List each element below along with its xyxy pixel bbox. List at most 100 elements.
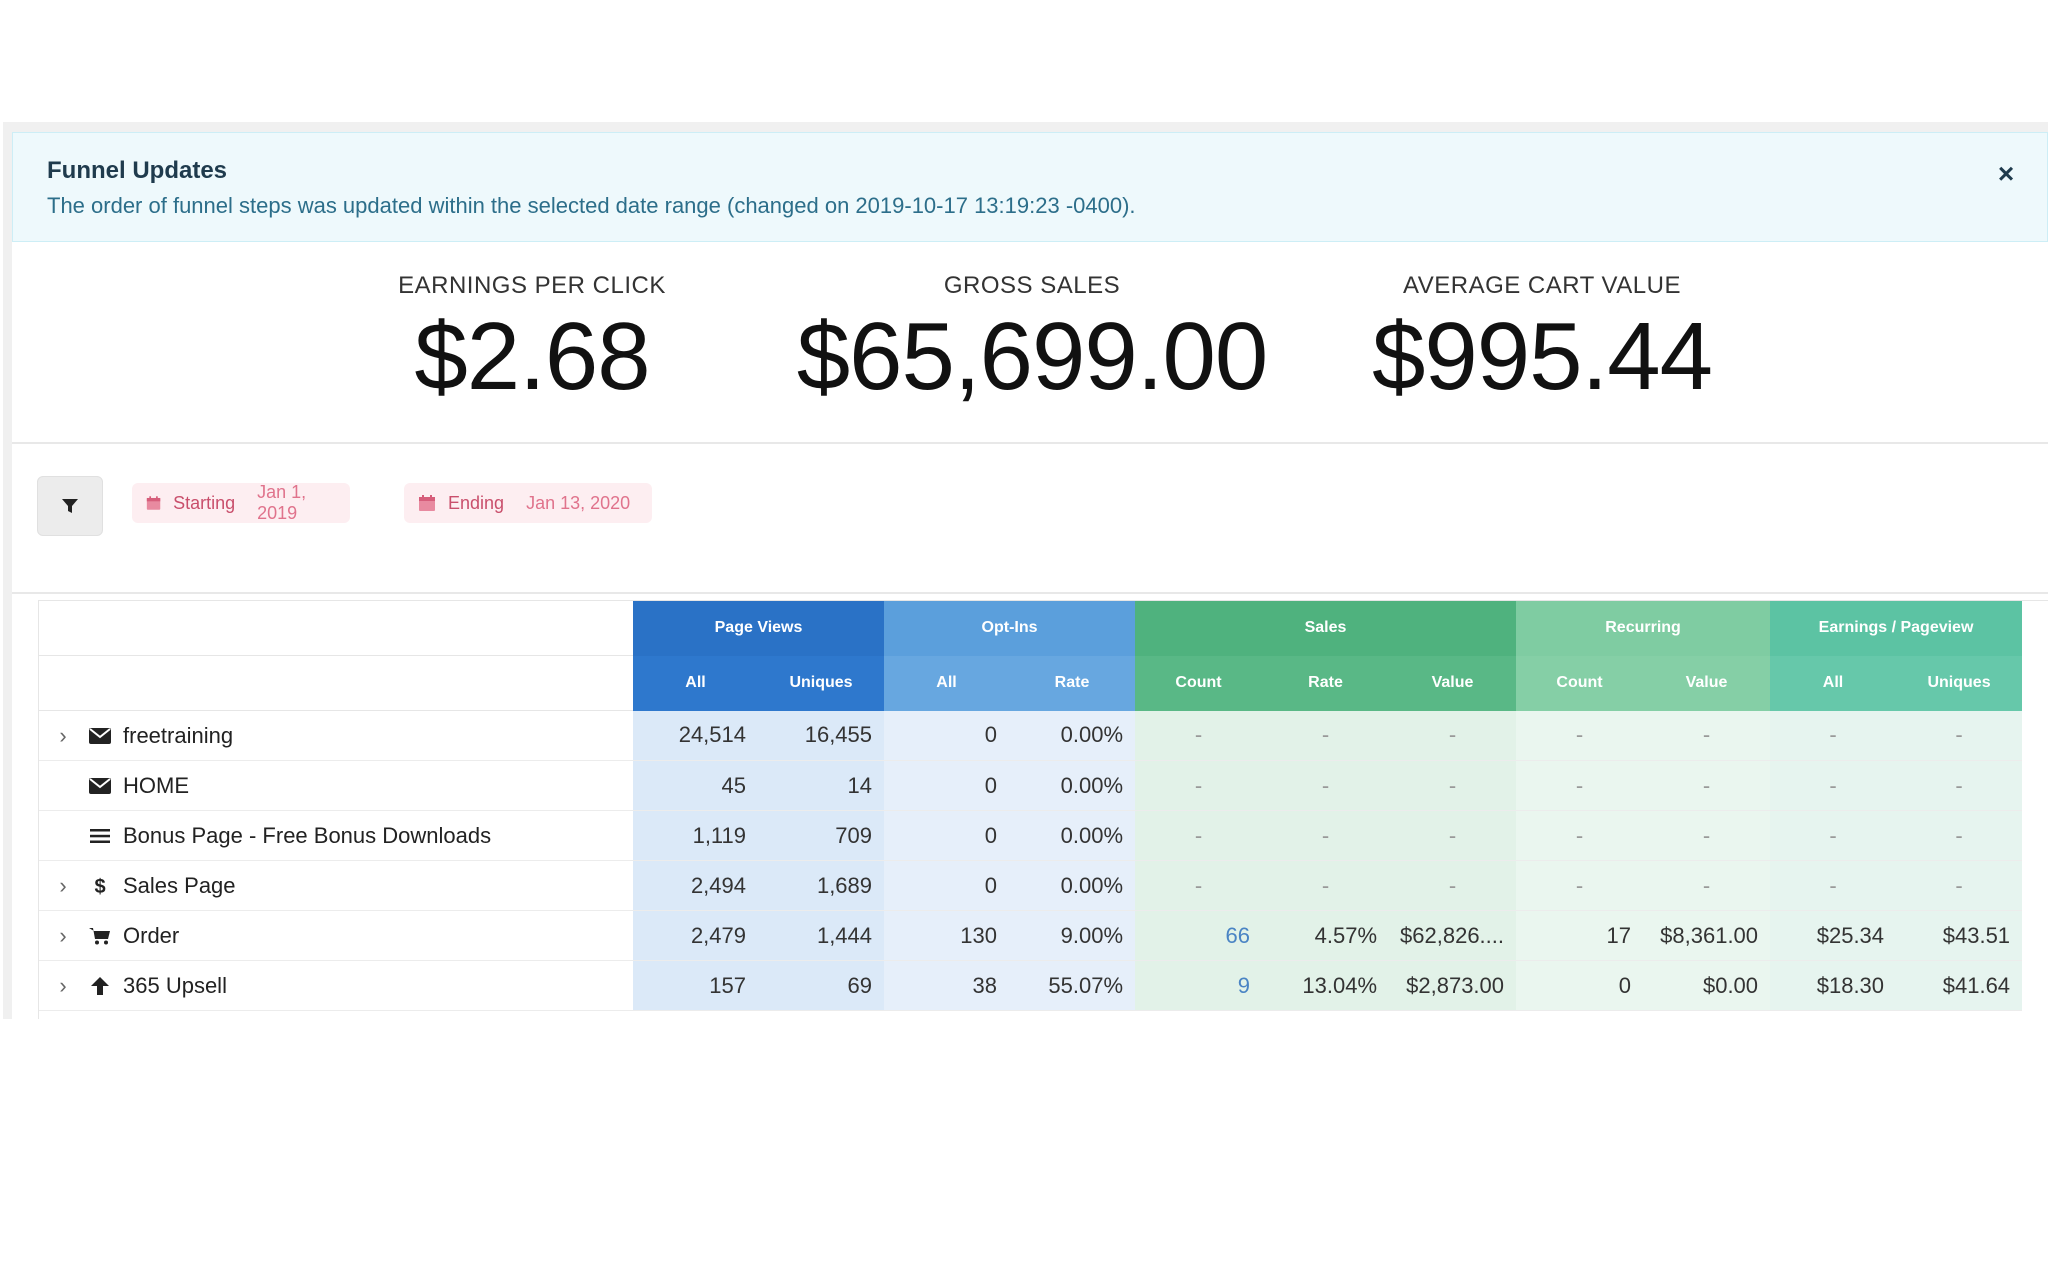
table-cell: $8,361.00 [1643, 910, 1771, 961]
table-cell: - [1643, 760, 1771, 811]
table-cell: 55.07% [1009, 960, 1136, 1011]
chevron-right-icon[interactable]: › [59, 872, 67, 898]
alert-title: Funnel Updates [47, 157, 228, 184]
group-header-row: Page Views Opt-Ins Sales Recurring Earni… [39, 601, 2023, 656]
starting-value: Jan 1, 2019 [257, 482, 307, 523]
table-row[interactable]: › freetraining 24,514 16,455 0 0.00% - - - - - - - [39, 710, 2023, 761]
chevron-right-icon[interactable]: › [59, 922, 67, 948]
table-cell: 0.00% [1009, 710, 1136, 761]
funnel-stats-panel: Funnel Updates The order of funnel steps… [3, 122, 2048, 1019]
step-name[interactable]: Bonus Page - Free Bonus Downloads [123, 822, 492, 848]
column-header[interactable]: Rate [1009, 655, 1136, 711]
table-cell: 38 [884, 960, 1010, 1011]
column-header[interactable]: Count [1516, 655, 1644, 711]
table-cell: - [1770, 810, 1897, 861]
column-header[interactable]: All [633, 655, 758, 711]
table-row[interactable]: › Order 2,479 1,444 130 9.00% 66 4.57% $62,826..… [39, 910, 2023, 961]
table-cell: 0 [884, 860, 1010, 911]
column-header[interactable]: Uniques [758, 655, 885, 711]
filter-icon [62, 499, 78, 513]
table-cell: $25.34 [1770, 910, 1897, 961]
step-name-cell: › freetraining [39, 710, 633, 761]
table-cell: 0.00% [1009, 760, 1136, 811]
table-cell: $0.00 [1643, 960, 1771, 1011]
table-cell: $43.51 [1896, 910, 2023, 961]
column-header[interactable]: Rate [1262, 655, 1390, 711]
table-cell: - [1516, 760, 1644, 811]
stat-label: EARNINGS PER CLICK [398, 272, 666, 299]
blank-header [39, 601, 633, 656]
envelope-icon [87, 777, 113, 794]
table-cell: 69 [758, 960, 885, 1011]
column-header[interactable]: Value [1389, 655, 1517, 711]
step-name[interactable]: Order [123, 922, 180, 948]
table-cell: 17 [1516, 910, 1644, 961]
group-header-earnings-pageview: Earnings / Pageview [1770, 601, 2023, 656]
stat-value: $995.44 [1371, 303, 1713, 410]
table-cell: 0 [884, 710, 1010, 761]
funnel-updates-alert: Funnel Updates The order of funnel steps… [12, 132, 2048, 242]
table-cell: - [1262, 810, 1390, 861]
table-cell: - [1770, 760, 1897, 811]
table-row[interactable]: › $ Sales Page 2,494 1,689 0 0.00% - - - - - - - [39, 860, 2023, 911]
ending-date-picker[interactable]: Ending Jan 13, 2020 [404, 483, 652, 523]
column-header[interactable]: All [1770, 655, 1897, 711]
column-header[interactable]: Uniques [1896, 655, 2023, 711]
table-cell: 0.00% [1009, 810, 1136, 861]
group-header-page-views: Page Views [633, 601, 885, 656]
table-cell: 2,479 [633, 910, 758, 961]
calendar-icon [146, 496, 161, 510]
column-header[interactable]: All [884, 655, 1010, 711]
stat-label: GROSS SALES [943, 272, 1121, 299]
table-cell: 24,514 [633, 710, 758, 761]
table-row[interactable]: › 365 Upsell 157 69 38 55.07% 9 13.04% $2,873.00… [39, 960, 2023, 1011]
starting-date-picker[interactable]: Starting Jan 1, 2019 [132, 482, 350, 523]
table-cell: - [1896, 710, 2023, 761]
table-cell: - [1135, 710, 1263, 761]
column-header[interactable]: Count [1135, 655, 1263, 711]
step-name-cell: › 365 Upsell [39, 960, 633, 1011]
table-cell: 16,455 [758, 710, 885, 761]
earnings-per-click-stat: EARNINGS PER CLICK $2.68 [352, 272, 712, 412]
table-row[interactable]: ›Bonus Page - Free Bonus Downloads1,1197… [39, 810, 2023, 861]
chevron-right-icon[interactable]: › [59, 972, 67, 998]
step-name[interactable]: Sales Page [123, 872, 236, 898]
starting-label: Starting [173, 492, 236, 513]
chevron-right-icon[interactable]: › [59, 722, 67, 748]
table-cell: 9.00% [1009, 910, 1136, 961]
list-icon [87, 828, 113, 844]
table-cell[interactable]: 9 [1135, 960, 1263, 1011]
stat-label: AVERAGE CART VALUE [1403, 272, 1681, 299]
table-cell: - [1389, 760, 1517, 811]
step-name[interactable]: freetraining [123, 722, 234, 748]
table-cell: 130 [884, 910, 1010, 961]
table-cell: - [1262, 710, 1390, 761]
table-cell: - [1643, 710, 1771, 761]
step-name[interactable]: 365 Upsell [123, 972, 227, 998]
table-cell: - [1896, 860, 2023, 911]
close-icon[interactable]: × [1997, 158, 2015, 189]
group-header-sales: Sales [1135, 601, 1517, 656]
column-header[interactable]: Value [1643, 655, 1771, 711]
calendar-icon [419, 495, 435, 511]
table-cell: 157 [633, 960, 758, 1011]
arrow-up-icon [87, 976, 113, 996]
table-cell[interactable]: 66 [1135, 910, 1263, 961]
table-cell: $41.64 [1896, 960, 2023, 1011]
table-cell: 2,494 [633, 860, 758, 911]
step-name-cell: › $ Sales Page [39, 860, 633, 911]
envelope-icon [87, 727, 113, 744]
stat-value: $65,699.00 [796, 303, 1268, 410]
table-cell: - [1389, 860, 1517, 911]
table-cell: 0 [884, 760, 1010, 811]
filter-button[interactable] [37, 476, 103, 536]
table-cell: - [1643, 860, 1771, 911]
table-cell: - [1516, 860, 1644, 911]
step-name-cell: ›HOME [39, 760, 633, 811]
table-cell: 4.57% [1262, 910, 1390, 961]
table-cell: 1,689 [758, 860, 885, 911]
step-name[interactable]: HOME [123, 772, 189, 798]
ending-value: Jan 13, 2020 [526, 492, 631, 513]
alert-message: The order of funnel steps was updated wi… [47, 193, 1136, 218]
